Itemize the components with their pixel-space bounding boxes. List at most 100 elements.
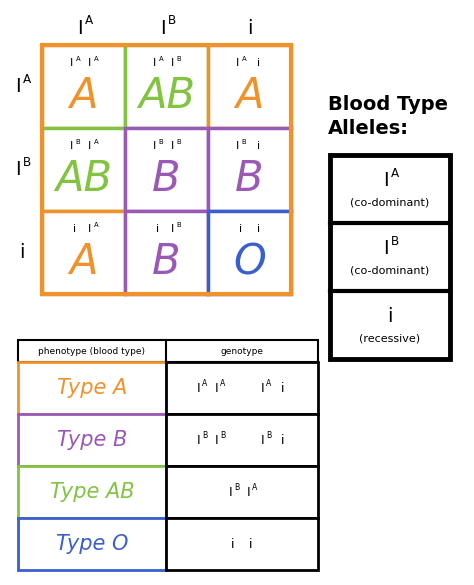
Bar [18, 414, 166, 466]
Text: I: I [196, 433, 200, 446]
Text: I: I [70, 141, 73, 151]
Text: I: I [88, 224, 91, 234]
Text: I: I [171, 58, 174, 68]
Text: A: A [69, 242, 98, 284]
Bar [125, 45, 208, 128]
Text: I: I [160, 19, 165, 37]
Bar [18, 340, 318, 362]
Text: A: A [220, 379, 225, 388]
Bar [166, 362, 318, 414]
Text: i: i [156, 224, 159, 234]
Text: AB: AB [138, 75, 195, 118]
Text: A: A [93, 139, 98, 145]
Text: I: I [228, 486, 232, 498]
Text: AB: AB [55, 159, 112, 201]
Text: I: I [214, 381, 218, 394]
Bar [42, 45, 291, 294]
Text: I: I [214, 433, 218, 446]
Bar [166, 414, 318, 466]
Text: B: B [158, 139, 163, 145]
Text: B: B [23, 156, 31, 169]
Text: i: i [73, 224, 76, 234]
Text: i: i [249, 538, 253, 550]
Text: genotype: genotype [220, 346, 264, 356]
Text: Alleles:: Alleles: [328, 119, 409, 137]
Text: A: A [23, 73, 31, 86]
Text: A: A [84, 15, 93, 27]
Bar [18, 518, 166, 570]
Text: I: I [383, 239, 389, 259]
Text: A: A [75, 56, 80, 62]
Text: A: A [158, 56, 163, 62]
Text: I: I [171, 141, 174, 151]
Text: I: I [88, 58, 91, 68]
Text: A: A [252, 483, 257, 492]
Bar [208, 211, 291, 294]
Text: A: A [93, 56, 98, 62]
Text: B: B [152, 159, 181, 201]
Text: I: I [383, 171, 389, 190]
Text: i: i [387, 307, 393, 326]
Text: i: i [247, 19, 252, 37]
Text: A: A [235, 75, 264, 118]
Text: I: I [246, 486, 250, 498]
Bar [18, 466, 166, 518]
Text: Blood Type: Blood Type [328, 95, 448, 115]
Text: I: I [260, 433, 264, 446]
Text: i: i [257, 141, 260, 151]
Text: Type B: Type B [57, 430, 127, 450]
Text: I: I [153, 58, 156, 68]
Text: B: B [152, 242, 181, 284]
Text: B: B [235, 159, 264, 201]
Text: I: I [171, 224, 174, 234]
Text: A: A [93, 222, 98, 228]
Bar [125, 211, 208, 294]
Text: I: I [236, 58, 239, 68]
Bar [166, 518, 318, 570]
Bar [42, 45, 125, 128]
Bar [42, 128, 125, 211]
Text: B: B [176, 139, 181, 145]
Text: i: i [239, 224, 242, 234]
Text: O: O [233, 242, 266, 284]
Bar [330, 155, 450, 359]
Text: Type AB: Type AB [50, 482, 134, 502]
Text: Type A: Type A [57, 378, 127, 398]
Bar [125, 128, 208, 211]
Text: Type O: Type O [56, 534, 128, 554]
Text: B: B [176, 56, 181, 62]
Text: I: I [260, 381, 264, 394]
Text: B: B [266, 431, 271, 440]
Bar [18, 362, 166, 414]
Text: i: i [281, 381, 285, 394]
Text: i: i [19, 243, 25, 262]
Text: I: I [15, 77, 21, 96]
Text: I: I [77, 19, 82, 37]
Text: (co-dominant): (co-dominant) [350, 198, 429, 208]
Text: A: A [241, 56, 246, 62]
Text: I: I [70, 58, 73, 68]
Text: I: I [15, 160, 21, 179]
Text: I: I [196, 381, 200, 394]
Text: I: I [236, 141, 239, 151]
Text: A: A [69, 75, 98, 118]
Text: I: I [153, 141, 156, 151]
Text: B: B [202, 431, 207, 440]
Text: I: I [88, 141, 91, 151]
Text: B: B [176, 222, 181, 228]
Text: i: i [257, 224, 260, 234]
Text: B: B [167, 15, 176, 27]
Text: i: i [257, 58, 260, 68]
Bar [208, 128, 291, 211]
Text: (recessive): (recessive) [359, 333, 420, 343]
Text: i: i [231, 538, 235, 550]
Bar [166, 466, 318, 518]
Text: A: A [391, 167, 399, 180]
Text: B: B [241, 139, 246, 145]
Bar [208, 45, 291, 128]
Text: B: B [220, 431, 225, 440]
Text: phenotype (blood type): phenotype (blood type) [38, 346, 146, 356]
Text: (co-dominant): (co-dominant) [350, 266, 429, 276]
Text: i: i [281, 433, 285, 446]
Text: B: B [75, 139, 80, 145]
